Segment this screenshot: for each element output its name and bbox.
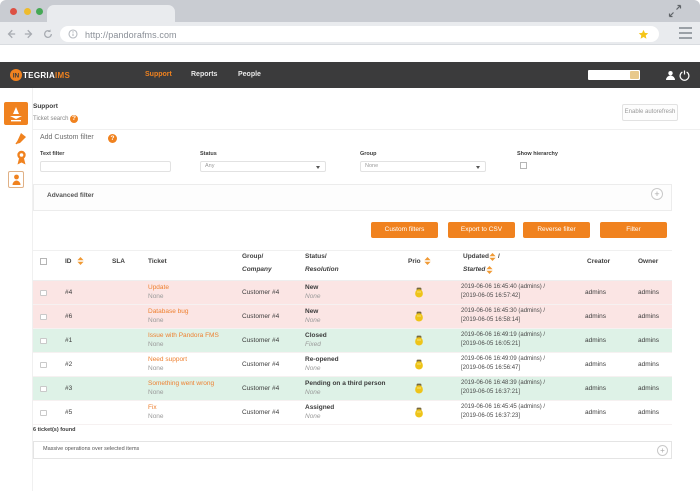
svg-text:IN: IN bbox=[13, 73, 20, 80]
svg-text:IMS: IMS bbox=[55, 71, 70, 80]
svg-text:TEGRIA: TEGRIA bbox=[23, 71, 55, 80]
